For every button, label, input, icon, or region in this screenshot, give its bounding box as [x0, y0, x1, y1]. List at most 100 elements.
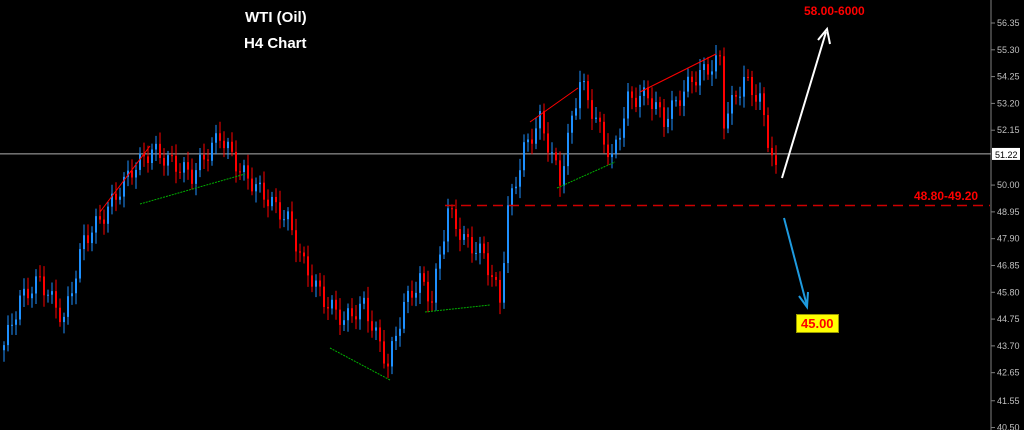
candle-body: [547, 133, 549, 153]
upside-target-label: 58.00-6000: [804, 4, 865, 18]
y-tick-label: 45.80: [997, 287, 1020, 297]
candle-body: [531, 139, 533, 144]
candle-body: [319, 280, 321, 287]
candle-body: [691, 76, 693, 82]
y-tick-label: 40.50: [997, 423, 1020, 430]
candle-body: [339, 309, 341, 325]
candle-body: [331, 299, 333, 309]
candle-body: [711, 71, 713, 75]
candle-body: [695, 81, 697, 86]
candle-body: [251, 178, 253, 192]
candle-body: [287, 211, 289, 220]
candle-body: [151, 149, 153, 164]
candle-body: [759, 93, 761, 102]
candle-body: [263, 182, 265, 200]
candle-body: [195, 170, 197, 184]
candle-body: [619, 137, 621, 140]
candle-body: [615, 139, 617, 154]
candle-body: [219, 133, 221, 141]
candle-body: [639, 95, 641, 107]
candle-body: [23, 288, 25, 296]
candle-body: [687, 76, 689, 92]
candle-body: [587, 81, 589, 101]
candle-body: [419, 273, 421, 293]
candle-body: [451, 208, 453, 210]
candle-body: [191, 169, 193, 184]
candle-body: [491, 275, 493, 277]
y-tick-label: 54.25: [997, 72, 1020, 82]
candle-body: [327, 306, 329, 309]
candle-body: [391, 341, 393, 367]
candle-body: [127, 170, 129, 177]
pattern-trendline: [139, 173, 246, 205]
candle-body: [39, 276, 41, 278]
candle-body: [43, 276, 45, 296]
candle-body: [447, 208, 449, 242]
candle-body: [423, 273, 425, 282]
candle-body: [471, 237, 473, 254]
candle-body: [3, 345, 5, 351]
candle-body: [103, 219, 105, 224]
candle-body: [231, 141, 233, 152]
candle-body: [667, 118, 669, 127]
candle-body: [75, 278, 77, 294]
upside-arrow-head: [817, 26, 831, 45]
candle-body: [307, 256, 309, 276]
pattern-trendline: [329, 347, 391, 381]
candle-body: [543, 111, 545, 134]
candle-body: [19, 295, 21, 320]
candle-body: [15, 319, 17, 325]
candle-body: [591, 100, 593, 119]
candle-body: [187, 162, 189, 170]
candle-body: [83, 235, 85, 250]
candle-body: [715, 55, 717, 72]
candle-body: [171, 155, 173, 157]
candle-body: [163, 157, 165, 166]
candle-body: [399, 328, 401, 336]
candle-body: [91, 232, 93, 244]
candle-body: [627, 91, 629, 119]
candle-body: [475, 252, 477, 254]
candle-body: [371, 321, 373, 331]
candle-body: [579, 82, 581, 109]
candle-body: [663, 107, 665, 127]
candle-body: [379, 327, 381, 342]
y-tick-label: 55.30: [997, 45, 1020, 55]
candle-body: [387, 363, 389, 367]
candle-body: [555, 152, 557, 161]
candle-body: [63, 316, 65, 323]
candle-body: [395, 335, 397, 342]
candle-body: [135, 169, 137, 178]
y-tick-label: 50.00: [997, 180, 1020, 190]
candle-body: [775, 155, 777, 165]
candle-body: [763, 93, 765, 116]
candle-body: [743, 76, 745, 97]
candle-body: [351, 308, 353, 317]
current-price-tag: [992, 147, 1020, 160]
candle-body: [671, 100, 673, 119]
candle-body: [143, 153, 145, 157]
y-tick-label: 44.75: [997, 314, 1020, 324]
downside-target-label: 45.00: [796, 314, 839, 333]
candle-body: [407, 290, 409, 302]
candle-body: [607, 144, 609, 158]
candle-body: [623, 118, 625, 138]
candle-body: [479, 243, 481, 253]
y-tick-label: 42.65: [997, 368, 1020, 378]
candle-body: [59, 307, 61, 323]
candle-body: [123, 176, 125, 197]
candle-body: [723, 56, 725, 129]
resistance-zone-label: 48.80-49.20: [914, 189, 979, 203]
candle-body: [159, 143, 161, 158]
pattern-trendline: [639, 53, 717, 93]
candle-body: [79, 249, 81, 279]
candle-body: [551, 152, 553, 154]
candle-body: [535, 128, 537, 144]
candle-body: [539, 111, 541, 129]
downside-arrow: [783, 217, 808, 307]
candle-body: [303, 252, 305, 257]
candle-body: [279, 202, 281, 220]
candle-body: [139, 153, 141, 170]
candle-body: [683, 91, 685, 106]
candle-body: [67, 296, 69, 317]
